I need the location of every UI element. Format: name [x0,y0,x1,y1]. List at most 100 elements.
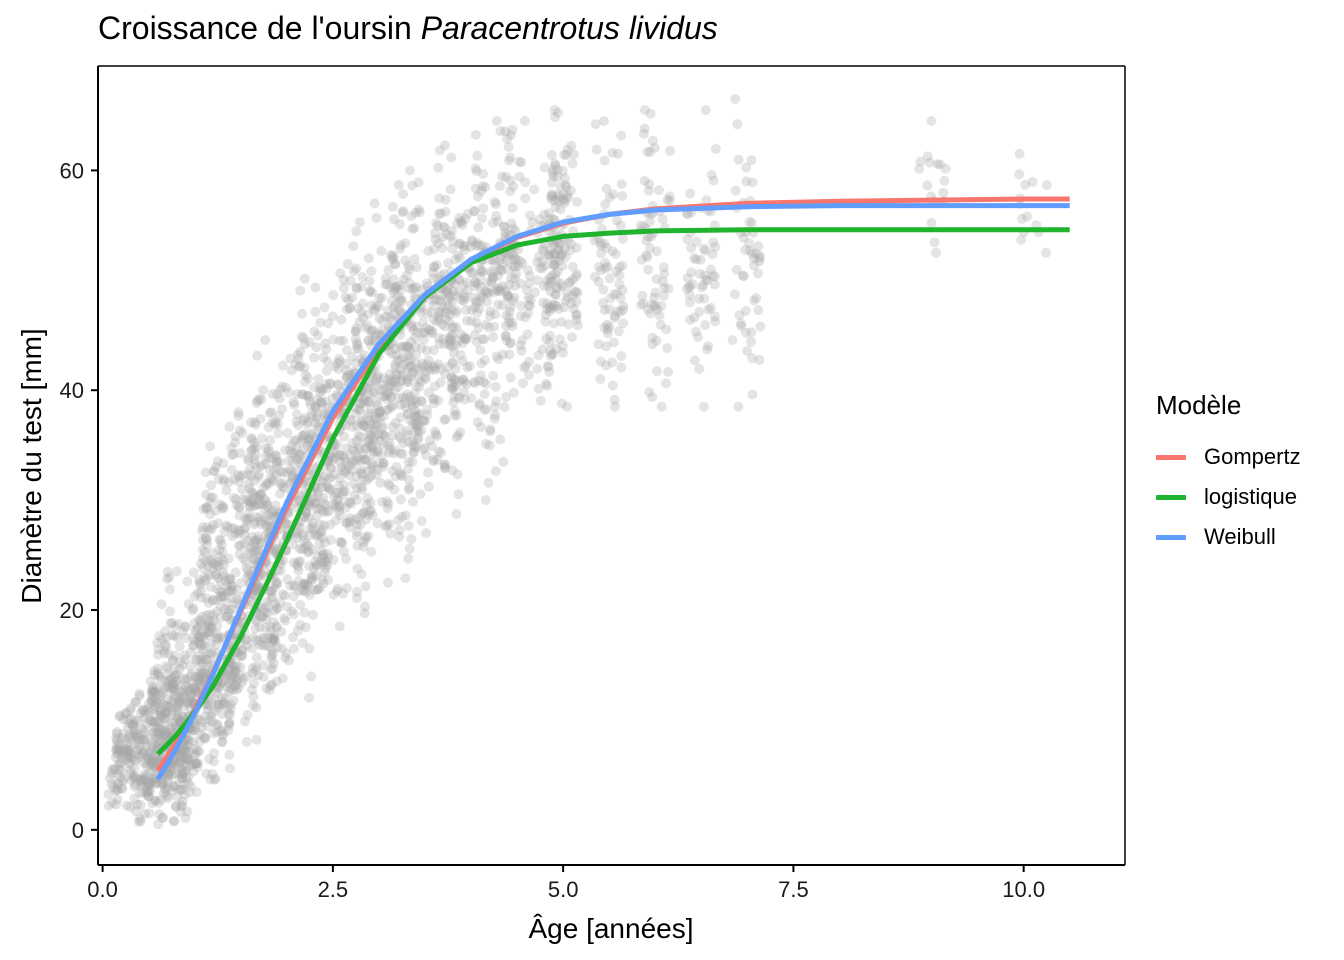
scatter-point [289,448,299,458]
legend-label-gompertz: Gompertz [1204,444,1301,469]
scatter-point [476,422,486,433]
scatter-point [104,772,115,783]
scatter-point [347,351,358,362]
scatter-point [607,380,618,391]
scatter-point [469,330,480,340]
scatter-point [174,784,185,795]
scatter-point [217,736,228,747]
scatter-point [163,648,174,659]
legend-label-weibull: Weibull [1204,524,1276,549]
scatter-point [250,535,261,546]
scatter-point [132,715,143,726]
scatter-point [292,389,303,399]
scatter-point [138,748,149,759]
scatter-point [566,140,577,151]
scatter-point [179,701,190,712]
scatter-point [211,727,222,737]
scatter-point [709,311,720,322]
scatter-point [203,561,214,572]
scatter-point [151,722,162,733]
scatter-point [421,528,432,539]
scatter-point [123,748,134,759]
scatter-point [143,747,154,758]
scatter-point [611,266,622,277]
y-axis-title: Diamètre du test [mm] [16,328,47,603]
scatter-point [129,793,140,804]
scatter-point [213,573,224,584]
scatter-point [174,768,185,779]
scatter-point [209,774,220,785]
scatter-point [202,721,213,732]
scatter-point [108,763,119,774]
scatter-point [145,714,155,725]
scatter-point [702,344,712,355]
scatter-point [352,593,362,604]
scatter-point [205,712,216,723]
scatter-point [190,655,201,665]
scatter-point [689,355,700,366]
scatter-point [125,718,135,729]
scatter-point [152,669,163,680]
scatter-point [111,733,122,744]
scatter-point [221,520,232,531]
scatter-point [158,645,169,656]
scatter-point [387,201,398,212]
scatter-point [567,261,578,272]
scatter-point [162,679,173,689]
scatter-point [230,680,240,691]
scatter-point [153,752,164,763]
scatter-point [421,278,432,289]
scatter-point [205,441,216,452]
x-tick-label: 5.0 [548,877,579,902]
scatter-point [246,548,256,559]
scatter-point [131,806,141,817]
scatter-point [170,670,181,681]
scatter-point [310,306,321,317]
scatter-point [168,686,179,697]
scatter-point [110,785,121,796]
scatter-point [709,271,720,282]
scatter-point [149,686,160,697]
scatter-point [214,544,225,555]
scatter-point [160,661,171,672]
scatter-point [150,795,161,806]
scatter-point [140,736,151,747]
legend: Modèle Gompertz logistique Weibull [1156,390,1301,557]
scatter-point [233,525,244,536]
scatter-point [124,732,135,743]
scatter-point [470,129,481,140]
scatter-point [141,789,152,800]
scatter-point [195,676,206,687]
scatter-point [163,693,174,704]
scatter-point [225,575,236,586]
scatter-point [286,448,297,459]
scatter-point [156,698,167,709]
scatter-point [545,192,556,202]
scatter-point [176,762,186,773]
scatter-point [194,678,205,689]
scatter-point [197,657,208,668]
scatter-point [164,702,175,713]
scatter-point [196,627,207,638]
scatter-point [124,752,135,763]
scatter-point [425,365,436,376]
scatter-point [235,525,246,536]
scatter-point [172,791,183,802]
scatter-point [518,378,528,389]
scatter-point [231,500,242,511]
scatter-point [127,719,138,730]
scatter-point [177,691,188,702]
scatter-point [153,644,164,655]
scatter-point [167,683,178,694]
scatter-point [190,687,201,698]
scatter-point [160,701,171,712]
scatter-point [352,563,363,574]
scatter-point [322,560,333,570]
scatter-point [121,738,132,749]
scatter-point [225,664,236,675]
scatter-point [496,285,507,296]
scatter-point [347,292,358,303]
scatter-point [202,704,213,715]
scatter-point [186,668,197,679]
scatter-point [599,155,610,166]
